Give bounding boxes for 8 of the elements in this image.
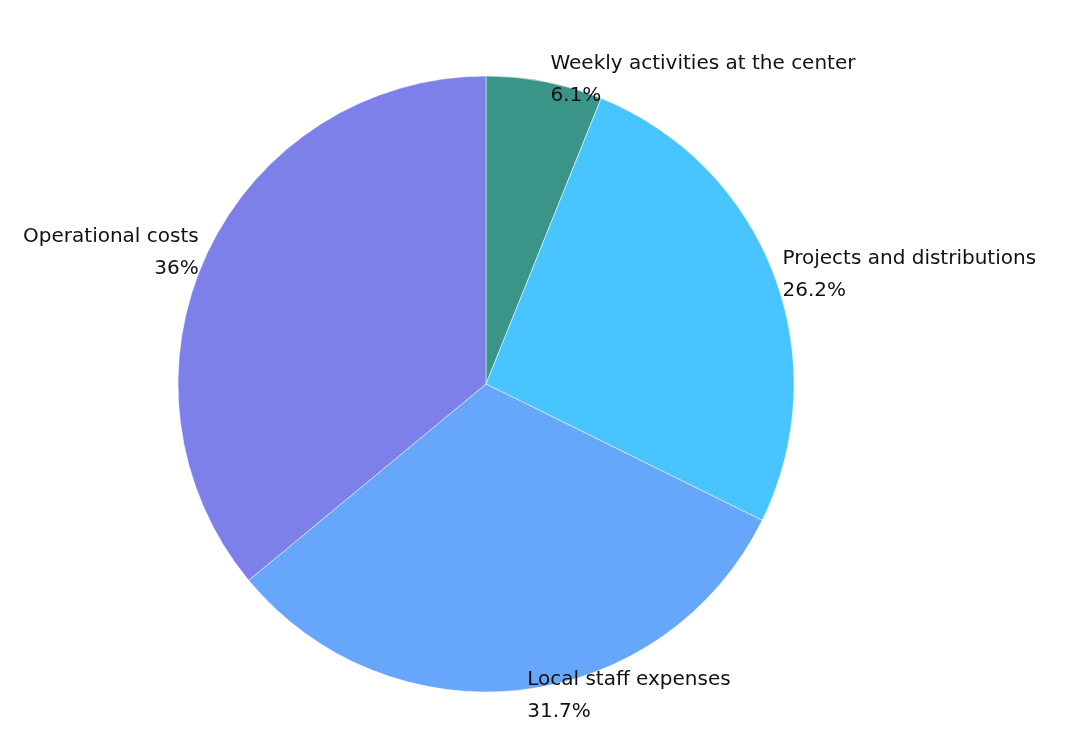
slice-label: Operational costs <box>23 223 199 248</box>
data-label: 36% <box>154 255 199 280</box>
slice-label: Local staff expenses <box>527 665 731 690</box>
slice-label: Weekly activities at the center <box>550 49 857 74</box>
data-label: 6.1% <box>550 81 602 106</box>
data-label: 26.2% <box>782 276 847 301</box>
data-label: 31.7% <box>527 697 591 722</box>
slice-label: Projects and distributions <box>782 244 1037 269</box>
